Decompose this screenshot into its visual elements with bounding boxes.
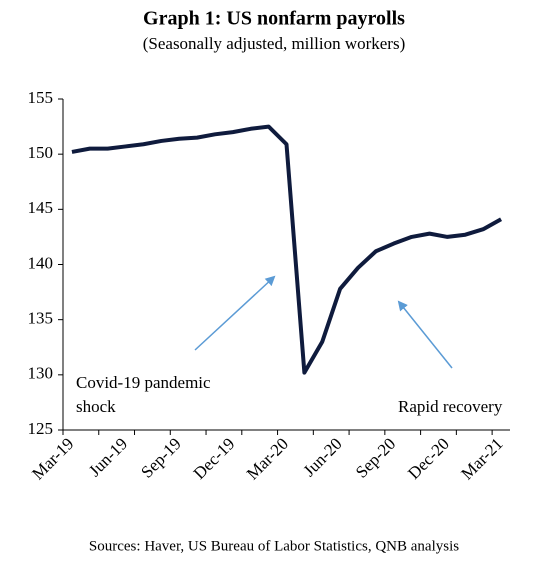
x-tick-label: Sep-19 (137, 434, 184, 481)
y-tick-label: 145 (28, 198, 54, 217)
x-tick-label: Dec-19 (190, 434, 239, 483)
x-tick-label: Mar-21 (457, 434, 506, 483)
annotation: shock (76, 397, 116, 416)
y-tick-label: 155 (28, 88, 54, 107)
chart-title: Graph 1: US nonfarm payrolls (143, 8, 405, 30)
x-tick-label: Jun-19 (85, 434, 131, 480)
x-tick-label: Dec-20 (404, 434, 453, 483)
annotation: Rapid recovery (398, 397, 503, 416)
y-tick-label: 140 (28, 253, 54, 272)
x-tick-label: Mar-19 (28, 434, 77, 483)
arrow (194, 275, 276, 351)
annotation: Covid-19 pandemic (76, 373, 211, 392)
x-tick-label: Jun-20 (300, 434, 346, 480)
arrow (397, 300, 453, 369)
source: Sources: Haver, US Bureau of Labor Stati… (89, 538, 459, 554)
x-tick-label: Mar-20 (243, 434, 292, 483)
y-tick-label: 150 (28, 143, 54, 162)
y-tick-label: 135 (28, 309, 54, 328)
x-tick-label: Sep-20 (352, 434, 399, 481)
series-line (71, 124, 503, 375)
y-tick-label: 125 (28, 419, 54, 438)
y-tick-label: 130 (28, 364, 54, 383)
chart-subtitle: (Seasonally adjusted, million workers) (143, 34, 406, 53)
